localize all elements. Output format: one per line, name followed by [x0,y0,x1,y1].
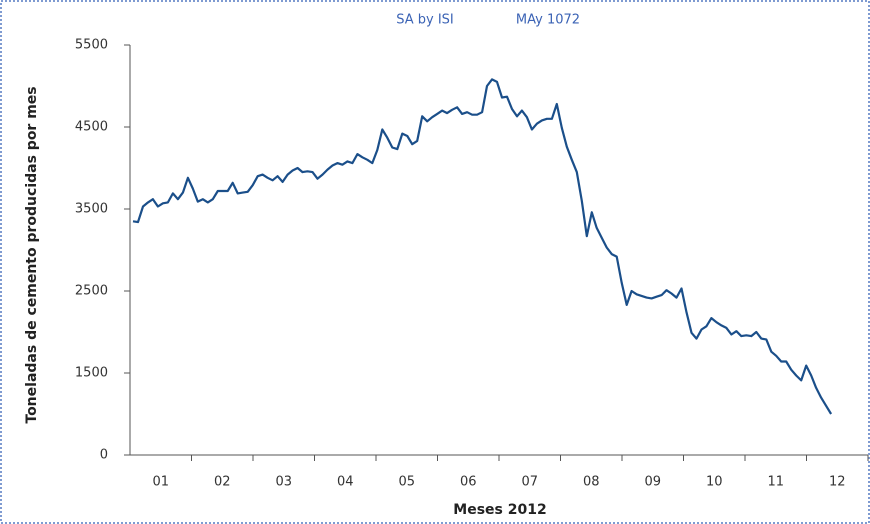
x-tick-label: 07 [521,475,538,490]
annotation: SA by ISI [396,13,454,28]
x-tick-label: 08 [583,475,600,490]
annotation: MAy 1072 [516,13,580,28]
x-tick-label: 02 [214,475,231,490]
x-tick-label: 05 [398,475,415,490]
x-tick-label: 03 [275,475,292,490]
data-line [132,78,833,415]
y-tick-label: 4500 [75,120,108,135]
y-tick-label: 3500 [75,202,108,217]
x-tick-label: 04 [337,475,354,490]
x-tick-label: 10 [706,475,723,490]
x-tick-label: 06 [460,475,477,490]
y-tick-label: 0 [100,448,108,463]
x-tick-label: 11 [767,475,784,490]
x-axis-label: Meses 2012 [453,502,546,518]
x-tick-label: 09 [644,475,661,490]
y-tick-label: 5500 [75,38,108,53]
y-tick-label: 2500 [75,284,108,299]
x-tick-label: 01 [152,475,169,490]
y-tick-label: 1500 [75,366,108,381]
x-tick-label: 12 [829,475,846,490]
y-axis-label: Toneladas de cemento producidas por mes [24,86,40,423]
